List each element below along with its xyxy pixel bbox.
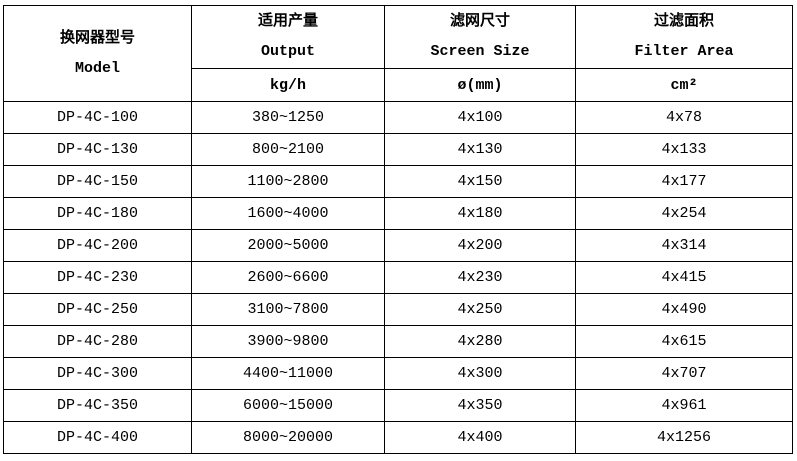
cell-screen-size: 4x100 xyxy=(384,101,576,134)
table-row: DP-4C-100 380~1250 4x100 4x78 xyxy=(3,101,793,134)
cell-screen-size: 4x200 xyxy=(384,229,576,262)
cell-output: 3100~7800 xyxy=(191,293,385,326)
cell-output: 1600~4000 xyxy=(191,197,385,230)
cell-filter-area: 4x490 xyxy=(575,293,793,326)
cell-model: DP-4C-280 xyxy=(3,325,192,358)
cell-output: 2600~6600 xyxy=(191,261,385,294)
specs-table: 换网器型号 Model 适用产量 Output 滤网尺寸 Screen Size… xyxy=(3,5,793,454)
cell-filter-area: 4x415 xyxy=(575,261,793,294)
table-row: DP-4C-230 2600~6600 4x230 4x415 xyxy=(3,261,793,294)
table-row: DP-4C-350 6000~15000 4x350 4x961 xyxy=(3,389,793,422)
cell-filter-area: 4x254 xyxy=(575,197,793,230)
cell-output: 800~2100 xyxy=(191,133,385,166)
cell-screen-size: 4x150 xyxy=(384,165,576,198)
header-model-zh: 换网器型号 xyxy=(59,29,135,47)
header-area-en: Filter Area xyxy=(634,43,734,60)
table-row: DP-4C-130 800~2100 4x130 4x133 xyxy=(3,133,793,166)
cell-filter-area: 4x133 xyxy=(575,133,793,166)
cell-model: DP-4C-250 xyxy=(3,293,192,326)
cell-filter-area: 4x78 xyxy=(575,101,793,134)
unit-output: kg/h xyxy=(191,68,385,102)
table-row: DP-4C-250 3100~7800 4x250 4x490 xyxy=(3,293,793,326)
header-model: 换网器型号 Model xyxy=(3,5,192,102)
table-row: DP-4C-200 2000~5000 4x200 4x314 xyxy=(3,229,793,262)
cell-screen-size: 4x230 xyxy=(384,261,576,294)
cell-screen-size: 4x300 xyxy=(384,357,576,390)
table-row: DP-4C-150 1100~2800 4x150 4x177 xyxy=(3,165,793,198)
cell-screen-size: 4x400 xyxy=(384,421,576,454)
cell-model: DP-4C-100 xyxy=(3,101,192,134)
cell-filter-area: 4x1256 xyxy=(575,421,793,454)
cell-output: 3900~9800 xyxy=(191,325,385,358)
cell-model: DP-4C-350 xyxy=(3,389,192,422)
cell-model: DP-4C-150 xyxy=(3,165,192,198)
cell-filter-area: 4x615 xyxy=(575,325,793,358)
cell-output: 2000~5000 xyxy=(191,229,385,262)
cell-model: DP-4C-130 xyxy=(3,133,192,166)
table-row: DP-4C-280 3900~9800 4x280 4x615 xyxy=(3,325,793,358)
cell-screen-size: 4x130 xyxy=(384,133,576,166)
unit-screen-size: ø(mm) xyxy=(384,68,576,102)
cell-output: 8000~20000 xyxy=(191,421,385,454)
table-row: DP-4C-400 8000~20000 4x400 4x1256 xyxy=(3,421,793,454)
table-row: DP-4C-180 1600~4000 4x180 4x254 xyxy=(3,197,793,230)
cell-output: 1100~2800 xyxy=(191,165,385,198)
cell-output: 380~1250 xyxy=(191,101,385,134)
cell-screen-size: 4x180 xyxy=(384,197,576,230)
table-row: DP-4C-300 4400~11000 4x300 4x707 xyxy=(3,357,793,390)
unit-filter-area: cm² xyxy=(575,68,793,102)
header-screen-size: 滤网尺寸 Screen Size xyxy=(384,5,576,69)
cell-screen-size: 4x350 xyxy=(384,389,576,422)
cell-filter-area: 4x707 xyxy=(575,357,793,390)
cell-screen-size: 4x280 xyxy=(384,325,576,358)
header-screen-zh: 滤网尺寸 xyxy=(449,13,510,30)
cell-model: DP-4C-230 xyxy=(3,261,192,294)
cell-model: DP-4C-300 xyxy=(3,357,192,390)
header-model-en: Model xyxy=(74,59,120,77)
table-body: DP-4C-100 380~1250 4x100 4x78 DP-4C-130 800~2… xyxy=(3,101,793,454)
header-area-zh: 过滤面积 xyxy=(653,13,714,30)
header-filter-area: 过滤面积 Filter Area xyxy=(575,5,793,69)
cell-screen-size: 4x250 xyxy=(384,293,576,326)
cell-filter-area: 4x314 xyxy=(575,229,793,262)
header-output-zh: 适用产量 xyxy=(257,13,318,30)
cell-filter-area: 4x961 xyxy=(575,389,793,422)
cell-output: 6000~15000 xyxy=(191,389,385,422)
cell-model: DP-4C-200 xyxy=(3,229,192,262)
header-screen-en: Screen Size xyxy=(430,43,530,60)
cell-output: 4400~11000 xyxy=(191,357,385,390)
header-output-en: Output xyxy=(260,43,315,60)
header-output: 适用产量 Output xyxy=(191,5,385,69)
cell-model: DP-4C-400 xyxy=(3,421,192,454)
cell-model: DP-4C-180 xyxy=(3,197,192,230)
cell-filter-area: 4x177 xyxy=(575,165,793,198)
